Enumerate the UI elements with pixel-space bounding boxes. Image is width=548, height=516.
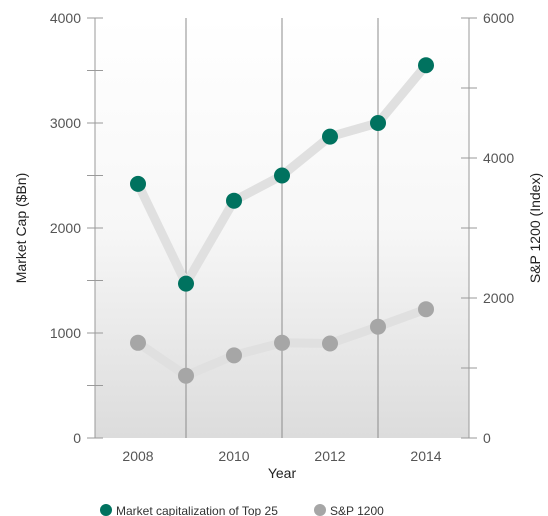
- legend: Market capitalization of Top 25 S&P 1200: [100, 504, 384, 516]
- legend-marker-sp1200: [314, 504, 326, 516]
- y-axis-title: Market Cap ($Bn): [13, 173, 29, 283]
- x-tick-label: 2012: [314, 448, 345, 464]
- data-point-series-0: [322, 128, 338, 145]
- data-point-series-0: [274, 167, 290, 184]
- y2-axis-title: S&P 1200 (Index): [527, 173, 543, 283]
- axes: [87, 17, 477, 439]
- data-point-series-0: [370, 115, 386, 131]
- x-tick-label: 2010: [218, 448, 249, 464]
- y-tick-label: 3000: [50, 115, 81, 131]
- tick-labels: 0 1000 2000 3000 4000 0 2000 4000 6000 2008 2010 20…: [50, 10, 515, 464]
- data-point-series-1: [226, 347, 242, 364]
- series-points: [130, 57, 434, 384]
- data-point-series-0: [178, 275, 194, 292]
- y2-tick-label: 6000: [483, 10, 514, 26]
- legend-label-top25: Market capitalization of Top 25: [116, 504, 278, 516]
- data-point-series-1: [322, 335, 338, 352]
- data-point-series-1: [178, 367, 194, 384]
- y-tick-label: 4000: [50, 10, 81, 26]
- data-point-series-0: [226, 192, 242, 209]
- y2-tick-label: 4000: [483, 150, 514, 166]
- legend-marker-top25: [100, 504, 112, 516]
- data-point-series-1: [274, 334, 290, 351]
- data-point-series-1: [370, 318, 386, 335]
- data-point-series-0: [130, 175, 146, 192]
- x-axis-title: Year: [268, 465, 297, 481]
- y-tick-label: 2000: [50, 220, 81, 236]
- y-tick-label: 0: [73, 430, 81, 446]
- data-point-series-1: [130, 334, 146, 351]
- data-point-series-0: [418, 57, 434, 74]
- data-point-series-1: [418, 301, 434, 318]
- y2-tick-label: 2000: [483, 290, 514, 306]
- x-tick-label: 2014: [410, 448, 441, 464]
- x-tick-label: 2008: [122, 448, 153, 464]
- y-tick-label: 1000: [50, 325, 81, 341]
- legend-label-sp1200: S&P 1200: [330, 504, 384, 516]
- y2-tick-label: 0: [483, 430, 491, 446]
